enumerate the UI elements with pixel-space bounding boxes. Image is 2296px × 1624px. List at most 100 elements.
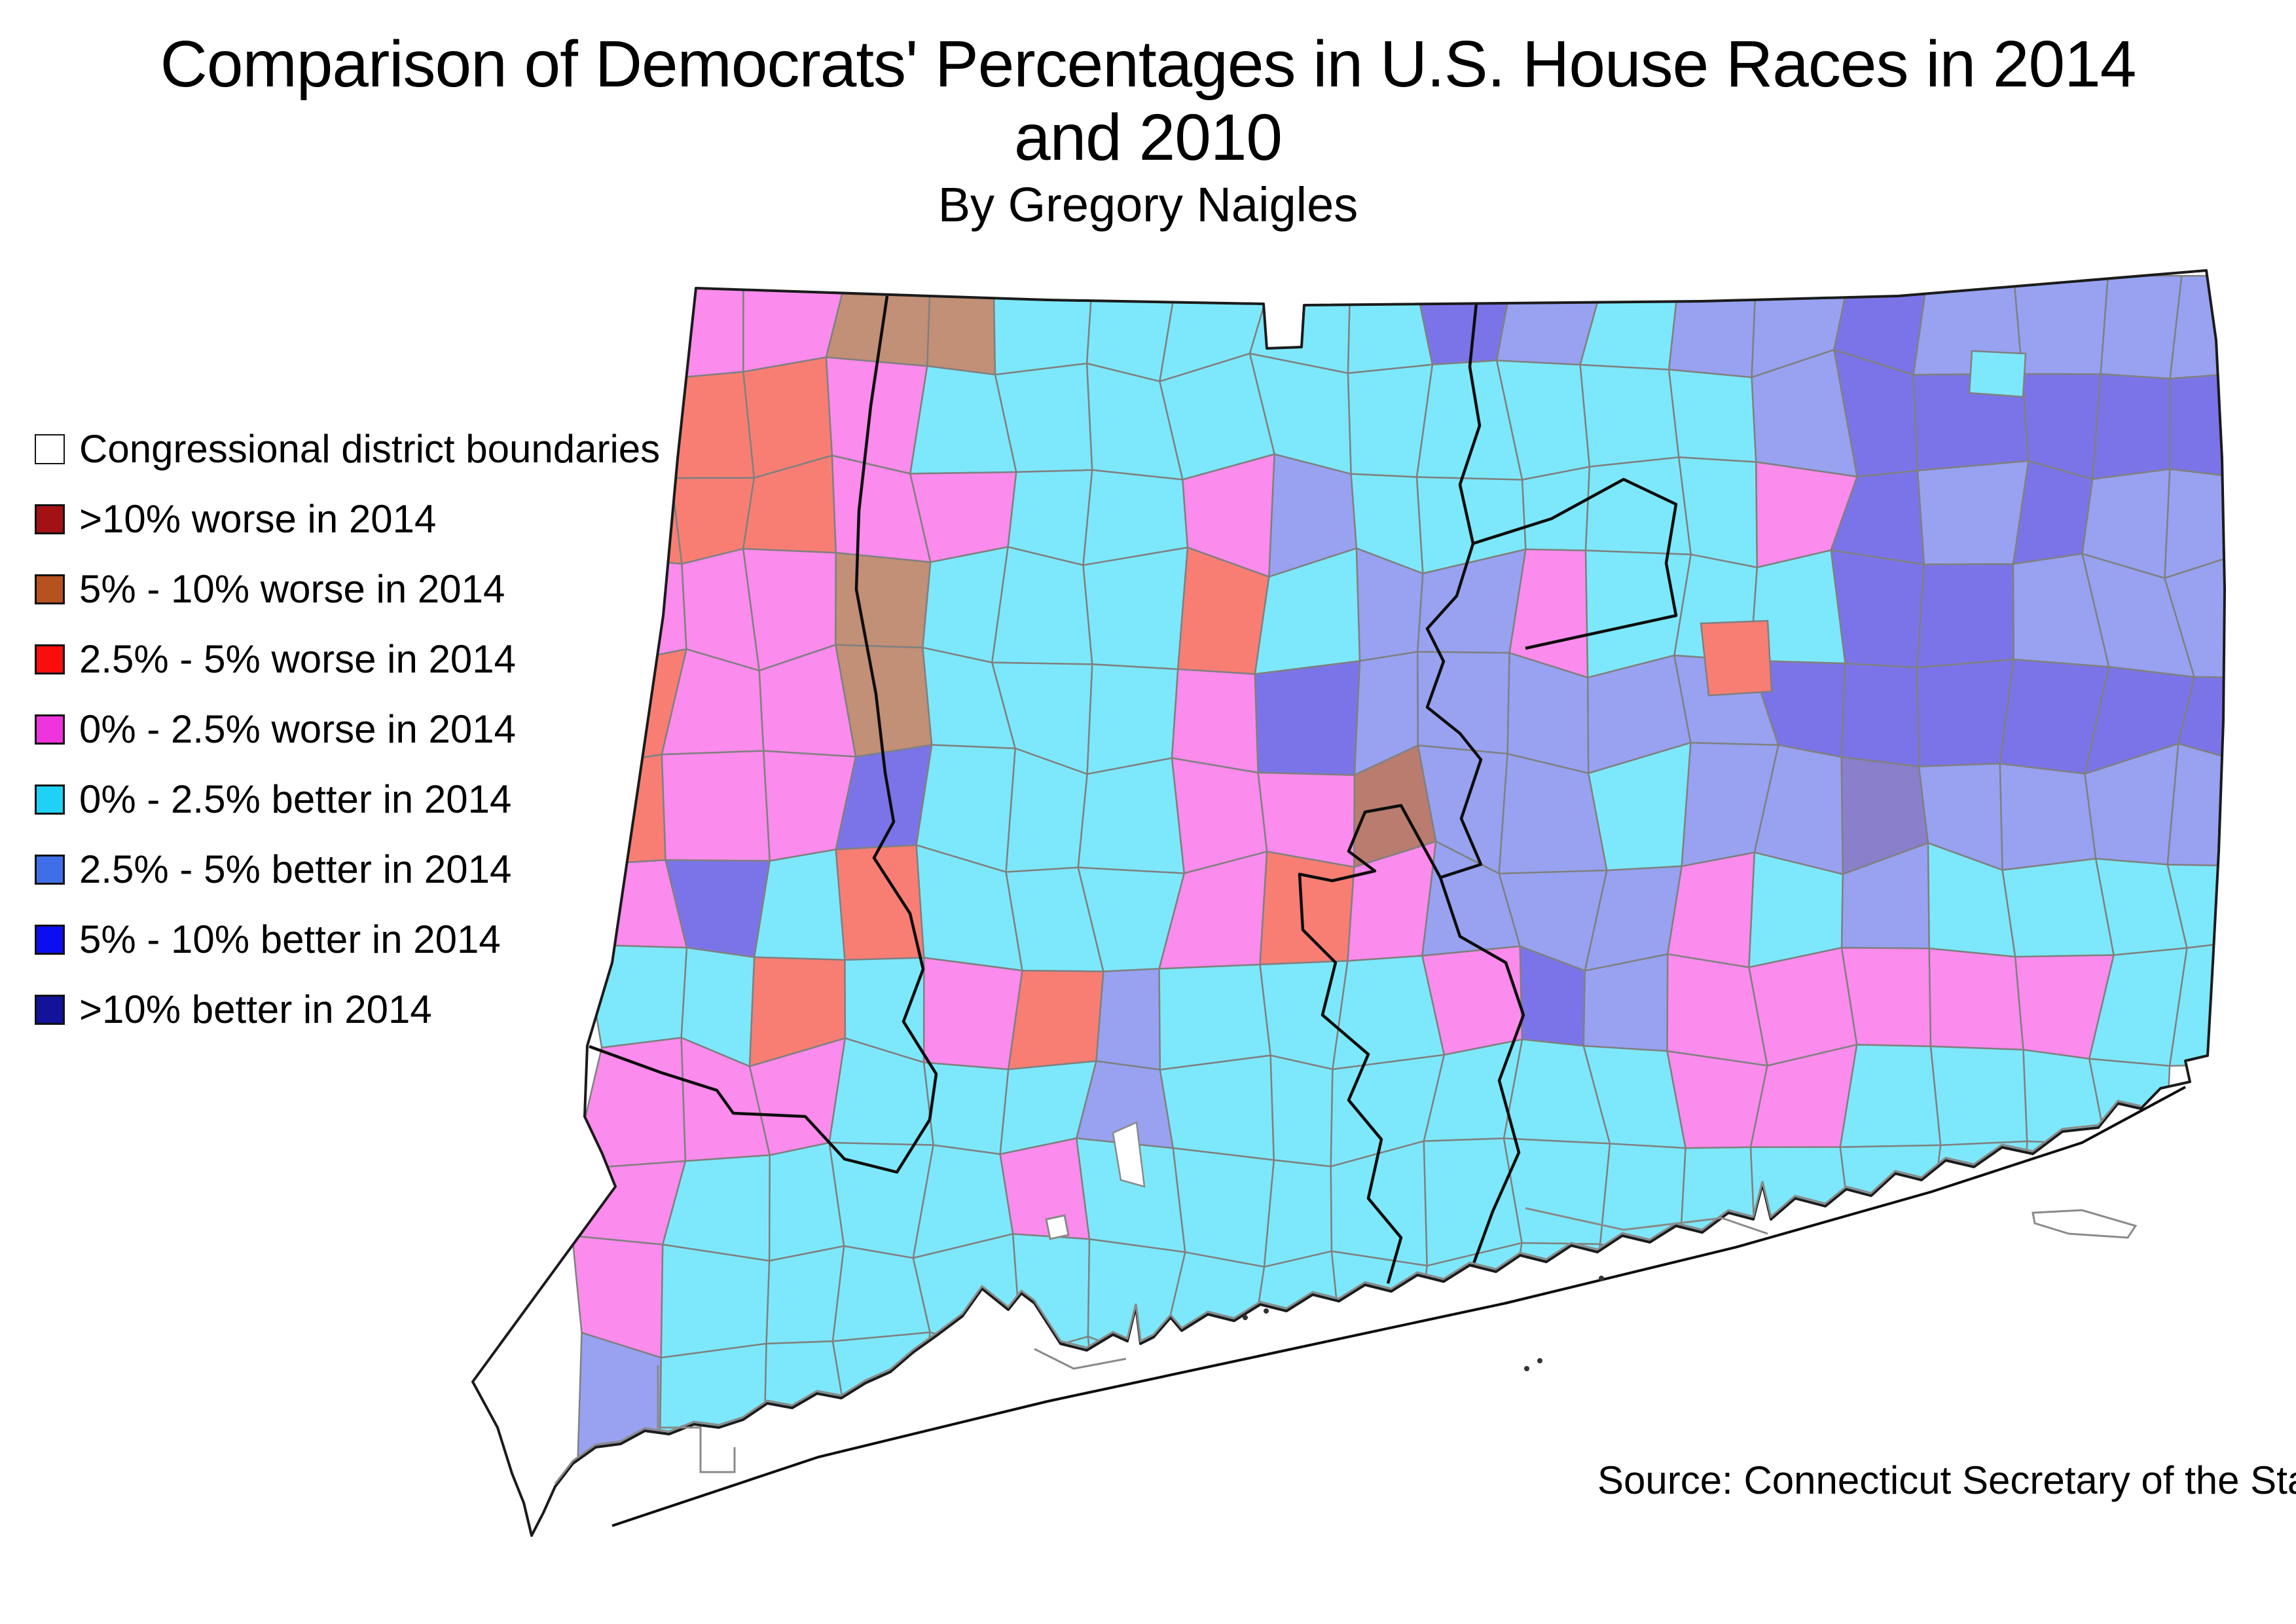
- legend-swatch: [35, 994, 65, 1025]
- legend-swatch: [35, 714, 65, 745]
- town-polygon: [1667, 851, 1756, 969]
- town-polygon: [2164, 468, 2225, 580]
- town-polygon: [915, 1331, 1023, 1462]
- town-polygon: [1254, 660, 1361, 776]
- town-polygon: [1095, 1430, 1193, 1536]
- legend-label: Congressional district boundaries: [79, 427, 661, 471]
- town-polygon: [922, 957, 1023, 1071]
- town-polygon: [1263, 1159, 1333, 1268]
- town-polygon: [2169, 274, 2225, 380]
- legend-label: 2.5% - 5% better in 2014: [79, 847, 512, 891]
- town-polygon: [926, 270, 996, 376]
- town-polygon: [1584, 1243, 1681, 1361]
- town-polygon: [1579, 274, 1681, 371]
- island-speck: [1599, 1276, 1604, 1281]
- salmon-town-east: [1700, 619, 1773, 697]
- town-polygon: [1412, 1457, 1521, 1536]
- legend-item: 5% - 10% worse in 2014: [35, 554, 660, 624]
- legend-swatch: [35, 434, 65, 464]
- town-polygon: [1158, 1361, 1252, 1464]
- legend-label: >10% worse in 2014: [79, 497, 437, 541]
- congressional-district-boundary: [1298, 303, 1483, 1284]
- coastline: [554, 1099, 2141, 1485]
- state-outline: [471, 269, 2226, 1537]
- town-polygon: [1757, 1338, 1859, 1439]
- legend-swatch: [35, 924, 65, 955]
- town-polygon: [1755, 1264, 1857, 1363]
- island-speck: [1243, 1315, 1248, 1320]
- town-polygon: [1916, 658, 2014, 767]
- town-polygon: [2001, 858, 2115, 958]
- legend-item: 5% - 10% better in 2014: [35, 904, 660, 974]
- island-speck: [1537, 1358, 1542, 1363]
- town-polygon: [1678, 1146, 1757, 1267]
- town-polygon: [1087, 1335, 1193, 1464]
- town-polygon: [765, 1245, 845, 1345]
- town-polygon: [1259, 851, 1355, 966]
- town-polygon: [1599, 1143, 1686, 1265]
- town-polygon: [1584, 1343, 1687, 1461]
- town-polygon: [999, 1137, 1091, 1240]
- maritime-district-boundary: [611, 1086, 2186, 1527]
- town-polygon: [849, 1445, 935, 1536]
- fishers-island: [2032, 1209, 2138, 1239]
- town-polygon: [587, 270, 672, 380]
- town-polygon: [1853, 1262, 1927, 1361]
- town-polygon: [1667, 369, 1757, 463]
- town-polygon: [993, 270, 1095, 376]
- town-polygon: [1840, 662, 1920, 767]
- town-polygon: [2091, 373, 2171, 480]
- town-polygon: [1269, 1054, 1334, 1168]
- legend-label: >10% better in 2014: [79, 987, 432, 1031]
- town-polygon: [1332, 1331, 1427, 1459]
- town-polygon: [1503, 1137, 1611, 1246]
- town-polygon: [1929, 1045, 2028, 1147]
- town-polygon: [572, 1037, 687, 1170]
- town-polygon: [1496, 1349, 1592, 1461]
- town-polygon: [1521, 466, 1591, 551]
- town-polygon: [1417, 1331, 1506, 1459]
- cyan-notch-town-ne: [1968, 350, 2027, 398]
- town-polygon: [1839, 1144, 1942, 1268]
- town-polygon: [1245, 1441, 1343, 1534]
- town-polygon: [1664, 1343, 1770, 1458]
- town-polygon: [835, 844, 925, 961]
- town-polygon: [574, 1456, 682, 1536]
- legend-item: 2.5% - 5% worse in 2014: [35, 624, 660, 694]
- title-block: Comparison of Democrats' Percentages in …: [0, 28, 2296, 232]
- town-polygon: [661, 750, 771, 862]
- town-polygon: [660, 1244, 771, 1359]
- town-polygon: [1007, 969, 1104, 1071]
- town-polygon: [1678, 456, 1758, 568]
- legend-item: 2.5% - 5% better in 2014: [35, 834, 660, 904]
- town-polygon: [1928, 948, 2024, 1051]
- legend-label: 5% - 10% worse in 2014: [79, 567, 505, 611]
- island-speck: [1264, 1308, 1269, 1314]
- town-polygon: [1172, 1147, 1275, 1268]
- legend-item: >10% worse in 2014: [35, 484, 660, 554]
- town-polygon: [2100, 274, 2183, 380]
- town-polygon: [1248, 1343, 1342, 1449]
- byline: By Gregory Naigles: [938, 177, 1358, 232]
- town-polygon: [1171, 668, 1259, 774]
- town-polygon: [1839, 1044, 1942, 1148]
- town-polygon: [1579, 363, 1680, 468]
- town-polygon: [1087, 1238, 1186, 1365]
- legend-label: 2.5% - 5% worse in 2014: [79, 637, 517, 681]
- town-polygon: [1667, 270, 1758, 378]
- town-polygon: [1666, 1050, 1768, 1149]
- town-polygon: [1086, 663, 1179, 775]
- town-polygon: [1082, 546, 1189, 671]
- new-haven-harbor: [1112, 1121, 1146, 1188]
- town-polygon: [1095, 968, 1161, 1071]
- source-credit: Source: Connecticut Secretary of the Sta…: [1597, 1458, 2296, 1502]
- legend-swatch: [35, 644, 65, 674]
- legend-item: Congressional district boundaries: [35, 414, 660, 484]
- town-polygon: [915, 1458, 1026, 1536]
- town-polygon: [669, 371, 756, 479]
- legend-swatch: [35, 574, 65, 604]
- town-polygon: [1830, 549, 1925, 669]
- town-polygon: [991, 545, 1093, 665]
- town-polygon: [1347, 270, 1434, 375]
